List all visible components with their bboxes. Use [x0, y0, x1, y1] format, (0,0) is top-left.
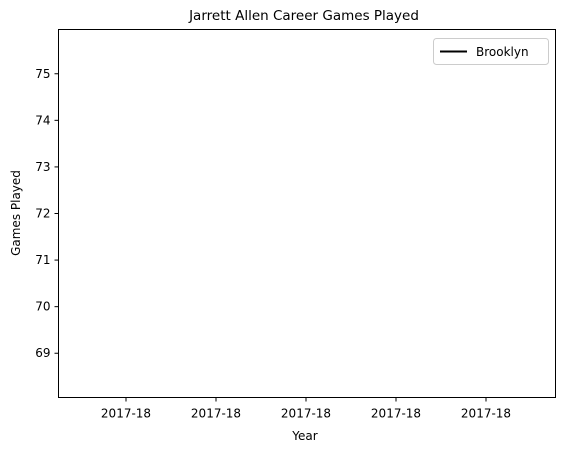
x-tick-label: 2017-18 — [281, 407, 331, 421]
x-tick-label: 2017-18 — [371, 407, 421, 421]
y-axis-label: Games Played — [9, 170, 23, 256]
plot-area — [58, 29, 556, 398]
y-tick-label: 72 — [35, 207, 50, 221]
legend: Brooklyn — [433, 38, 549, 65]
y-tick-label: 75 — [35, 67, 50, 81]
x-axis: 2017-18 2017-18 2017-18 2017-18 2017-18 — [101, 397, 511, 421]
y-tick-label: 71 — [35, 253, 50, 267]
y-axis: 69 70 71 72 73 74 75 — [35, 67, 59, 360]
chart-title: Jarrett Allen Career Games Played — [188, 8, 419, 24]
y-tick-label: 70 — [35, 300, 50, 314]
legend-label-brooklyn: Brooklyn — [476, 45, 529, 59]
y-tick-label: 69 — [35, 346, 50, 360]
x-axis-label: Year — [291, 429, 317, 443]
x-tick-label: 2017-18 — [191, 407, 241, 421]
y-tick-label: 74 — [35, 113, 50, 127]
x-tick-label: 2017-18 — [101, 407, 151, 421]
legend-box — [433, 38, 549, 65]
y-tick-label: 73 — [35, 160, 50, 174]
x-tick-label: 2017-18 — [461, 407, 511, 421]
